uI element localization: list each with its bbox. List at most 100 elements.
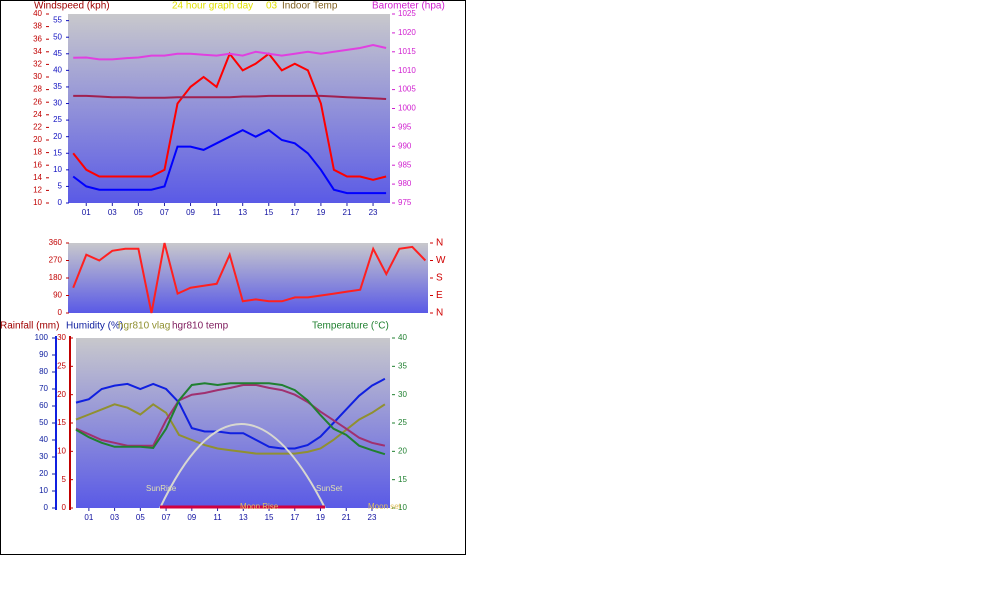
y-tick-label: 55 <box>53 16 62 25</box>
plot-area <box>76 338 390 508</box>
y-tick-label: 38 <box>33 22 42 31</box>
legend-entry: Humidity (%) <box>66 321 123 332</box>
y-tick-label: N <box>436 238 443 249</box>
y-tick-label: 24 <box>33 110 42 119</box>
y-tick-label: 0 <box>44 503 49 512</box>
y-tick-label: 32 <box>33 60 42 69</box>
y-tick-label: 20 <box>39 469 48 478</box>
legend-entry: hgr810 vlag <box>118 321 170 332</box>
series-line <box>75 382 386 456</box>
y-tick-label: 30 <box>398 390 407 399</box>
x-tick-label: 09 <box>186 208 195 217</box>
x-tick-label: 11 <box>213 513 222 522</box>
y-tick-label: 28 <box>33 85 42 94</box>
y-tick-label: 25 <box>398 418 407 427</box>
y-tick-label: S <box>436 273 443 284</box>
y-tick-label: E <box>436 290 443 301</box>
y-tick-label: 34 <box>33 47 42 56</box>
y-tick-label: 1005 <box>398 85 416 94</box>
plot-area <box>68 243 428 313</box>
legend-entry: Temperature (°C) <box>312 321 389 332</box>
y-tick-label: 40 <box>39 435 48 444</box>
x-tick-label: 23 <box>368 513 377 522</box>
y-tick-label: 26 <box>33 97 42 106</box>
annotation: Moon Rise <box>240 502 279 511</box>
annotation: Moon set <box>368 502 402 511</box>
y-tick-label: 1000 <box>398 104 416 113</box>
y-tick-label: 360 <box>49 238 63 247</box>
y-tick-label: 1015 <box>398 47 416 56</box>
x-tick-label: 15 <box>265 513 274 522</box>
series-line <box>72 128 387 195</box>
y-tick-label: 30 <box>39 452 48 461</box>
legend-entry: Indoor Temp <box>282 1 338 12</box>
y-label: Windspeed (kph) <box>34 1 110 12</box>
y-tick-label: 975 <box>398 198 412 207</box>
x-tick-label: 07 <box>162 513 171 522</box>
x-tick-label: 05 <box>136 513 145 522</box>
y-tick-label: 50 <box>39 418 48 427</box>
y-tick-label: N <box>436 308 443 319</box>
x-tick-label: 05 <box>134 208 143 217</box>
y-tick-label: 0 <box>62 503 67 512</box>
y-tick-label: 14 <box>33 173 42 182</box>
y-tick-label: 20 <box>57 390 66 399</box>
y-tick-label: 90 <box>53 291 62 300</box>
x-tick-label: 19 <box>316 513 325 522</box>
y-tick-label: 30 <box>33 72 42 81</box>
y-tick-label: 36 <box>33 34 42 43</box>
y-tick-label: 10 <box>53 165 62 174</box>
y-tick-label: 20 <box>33 135 42 144</box>
y-tick-label: 30 <box>53 99 62 108</box>
y-tick-label: 100 <box>35 333 49 342</box>
y-tick-label: 10 <box>57 446 66 455</box>
series-line <box>73 43 387 61</box>
legend-entry: hgr810 temp <box>172 321 229 332</box>
annotation: SunSet <box>316 484 343 493</box>
series-line <box>75 384 386 447</box>
y-tick-label: 15 <box>57 418 66 427</box>
y-tick-label: 1025 <box>398 9 416 18</box>
y-tick-label: 12 <box>33 186 42 195</box>
y-tick-label: 0 <box>58 198 63 207</box>
y-tick-label: 35 <box>53 82 62 91</box>
y-tick-label: 30 <box>57 333 66 342</box>
y-tick-label: 1020 <box>398 28 416 37</box>
y-tick-label: 10 <box>39 486 48 495</box>
y-tick-label: 18 <box>33 148 42 157</box>
subtitle: 03 <box>266 1 278 12</box>
y-tick-label: 180 <box>49 273 63 282</box>
y-tick-label: 50 <box>53 32 62 41</box>
x-tick-label: 03 <box>110 513 119 522</box>
y-tick-label: 25 <box>53 115 62 124</box>
y-tick-label: 995 <box>398 123 412 132</box>
y-tick-label: 45 <box>53 49 62 58</box>
title: 24 hour graph day <box>172 1 253 12</box>
series-line <box>72 242 427 314</box>
x-tick-label: 09 <box>187 513 196 522</box>
y-tick-label: 1010 <box>398 66 416 75</box>
y-tick-label: 40 <box>33 9 42 18</box>
x-tick-label: 21 <box>342 513 351 522</box>
y-label: Rainfall (mm) <box>0 321 59 332</box>
x-tick-label: 23 <box>369 208 378 217</box>
y-tick-label: 980 <box>398 179 412 188</box>
y-tick-label: 15 <box>398 475 407 484</box>
y-tick-label: 15 <box>53 148 62 157</box>
series-line <box>75 377 386 450</box>
y-tick-label: 16 <box>33 160 42 169</box>
series-line <box>75 403 386 455</box>
y-tick-label: 10 <box>398 503 407 512</box>
y-tick-label: 22 <box>33 123 42 132</box>
y-tick-label: 0 <box>58 308 63 317</box>
x-tick-label: 13 <box>239 513 248 522</box>
plots: 0510152025303540455055975980985990995100… <box>33 9 446 522</box>
x-tick-label: 17 <box>290 208 299 217</box>
y-tick-label: 270 <box>49 256 63 265</box>
x-tick-label: 01 <box>84 513 93 522</box>
legend-entry: Barometer (hpa) <box>372 1 445 12</box>
y-tick-label: W <box>436 255 446 266</box>
series-line <box>73 94 387 100</box>
y-tick-label: 990 <box>398 141 412 150</box>
